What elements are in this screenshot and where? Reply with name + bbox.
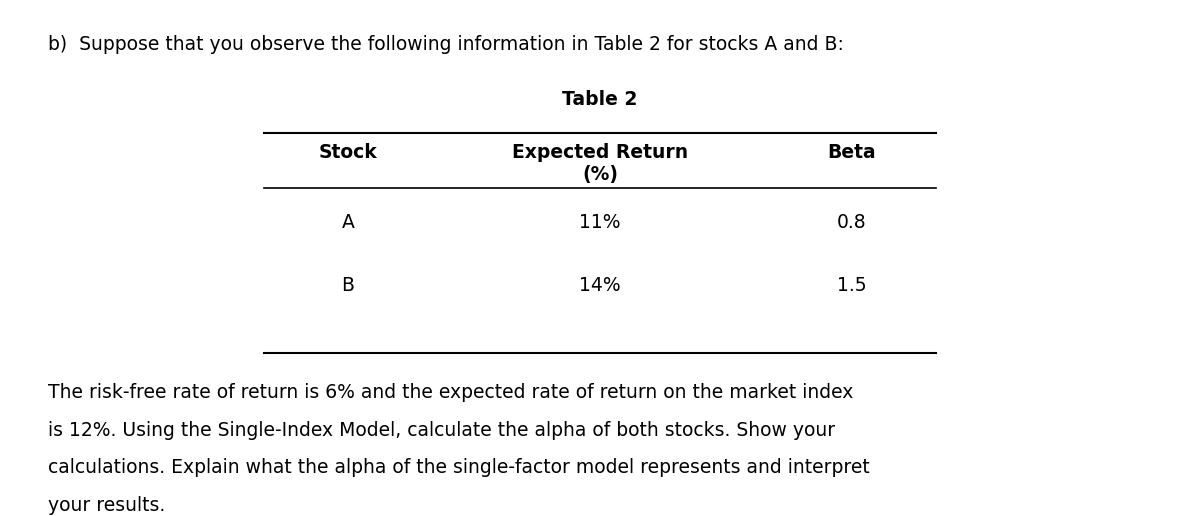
Text: Stock: Stock: [319, 143, 377, 162]
Text: 14%: 14%: [580, 276, 620, 295]
Text: Beta: Beta: [828, 143, 876, 162]
Text: is 12%. Using the Single-Index Model, calculate the alpha of both stocks. Show y: is 12%. Using the Single-Index Model, ca…: [48, 421, 835, 440]
Text: Table 2: Table 2: [563, 90, 637, 109]
Text: (%): (%): [582, 165, 618, 184]
Text: your results.: your results.: [48, 496, 166, 515]
Text: The risk-free rate of return is 6% and the expected rate of return on the market: The risk-free rate of return is 6% and t…: [48, 383, 853, 402]
Text: 0.8: 0.8: [838, 214, 866, 232]
Text: calculations. Explain what the alpha of the single-factor model represents and i: calculations. Explain what the alpha of …: [48, 458, 870, 477]
Text: 11%: 11%: [580, 214, 620, 232]
Text: b)  Suppose that you observe the following information in Table 2 for stocks A a: b) Suppose that you observe the followin…: [48, 35, 844, 54]
Text: Expected Return: Expected Return: [512, 143, 688, 162]
Text: 1.5: 1.5: [838, 276, 866, 295]
Text: A: A: [342, 214, 354, 232]
Text: B: B: [342, 276, 354, 295]
